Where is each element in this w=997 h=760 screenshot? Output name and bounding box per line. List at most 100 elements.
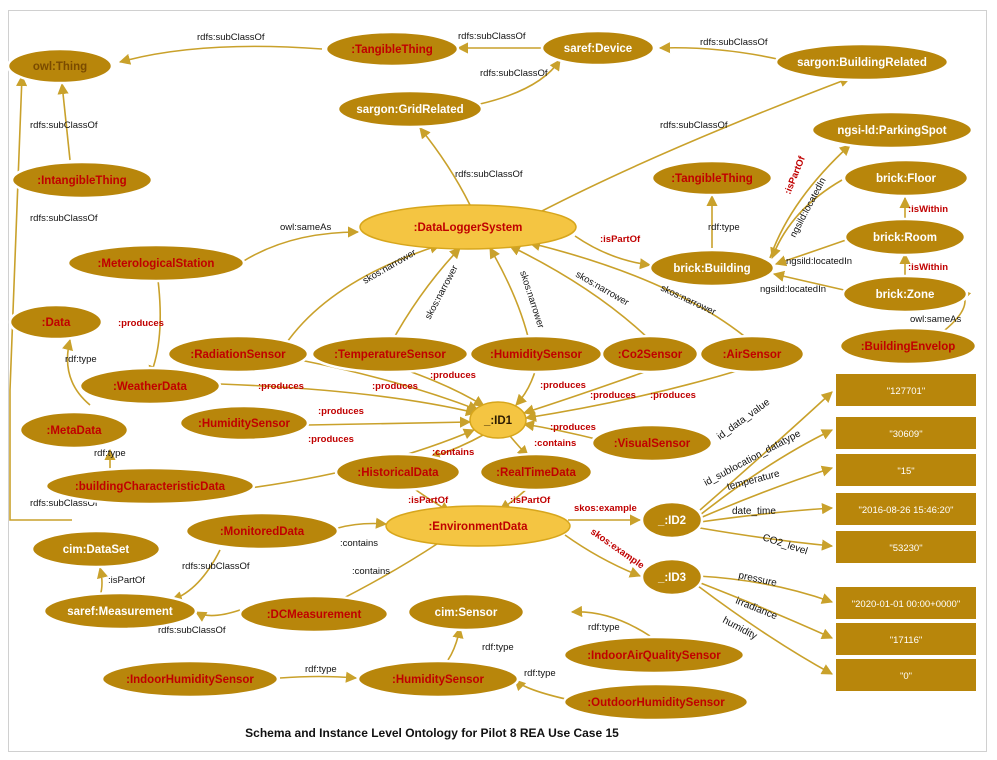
edge-radiation-produces-id1 [299,359,480,412]
node-label: :buildingCharacteristicData [75,481,226,493]
edge-label: :produces [118,318,164,329]
node-sargon-gridrelated[interactable]: sargon:GridRelated [336,89,484,129]
node-tangible-thing-1[interactable]: :TangibleThing [324,30,460,68]
edge-indooraq-type-cimsensor [570,605,651,637]
edge-label: :contains [432,447,474,458]
node-cim-dataset[interactable]: cim:DataSet [30,529,162,569]
node-weather-data[interactable]: :WeatherData [78,366,222,406]
edge-label: skos:narrower [517,270,546,330]
edge-label: skos:example [588,526,646,571]
node-label: cim:Sensor [435,607,498,619]
node-humidity-sensor-3[interactable]: :HumiditySensor [356,659,520,699]
node-label: :Co2Sensor [618,349,683,361]
edge-humidity2-produces-id1 [307,416,472,428]
node-saref-measurement[interactable]: saref:Measurement [42,591,198,631]
node-co2-sensor[interactable]: :Co2Sensor [600,334,700,374]
edge-zone-locatedin-building [772,270,845,291]
node-visual-sensor[interactable]: :VisualSensor [590,423,714,463]
edge-label: rdfs:subClassOf [158,625,226,636]
node-brick-zone[interactable]: brick:Zone [841,274,969,314]
node-humidity-sensor-1[interactable]: :HumiditySensor [468,334,604,374]
node-label: :MeterologicalStation [98,258,215,270]
node-brick-room[interactable]: brick:Room [843,217,967,257]
edge-label: ngsild:locatedIn [760,284,826,295]
node-saref-device[interactable]: saref:Device [540,29,656,67]
node-label: :IndoorAirQualitySensor [587,650,721,662]
edge-label: :produces [318,406,364,417]
literal-box[interactable]: "2020-01-01 00:00+0000" [836,587,976,619]
edge-label: :isPartOf [408,495,449,506]
node-ngsi-parkingspot[interactable]: ngsi-ld:ParkingSpot [810,110,974,150]
edge-humidity-produces-id1 [515,367,537,406]
edge-label: :isPartOf [108,575,145,586]
node-label: cim:DataSet [63,544,130,556]
edge-grid-to-device [479,59,561,105]
edge-label: CO2_level [761,532,809,557]
node-id1[interactable]: _:ID1 [469,401,527,439]
node-building-characteristic-data[interactable]: :buildingCharacteristicData [44,466,256,506]
edge-label: rdfs:subClassOf [182,561,250,572]
node-sargon-buildingrelated[interactable]: sargon:BuildingRelated [774,42,950,82]
edge-label: :isWithin [908,262,948,273]
node-tangible-thing-2[interactable]: :TangibleThing [650,159,774,197]
edge-label: :isPartOf [510,495,551,506]
literal-box[interactable]: "0" [836,659,976,691]
node-label: :IntangibleThing [37,175,126,187]
edge-id3-lit6 [697,575,834,604]
node-metadata[interactable]: :MetaData [18,410,130,450]
literal-box[interactable]: "30609" [836,417,976,449]
edge-label: :produces [590,390,636,401]
edge-label: skos:narrower [659,283,718,318]
node-intangible-thing[interactable]: :IntangibleThing [10,160,154,200]
edge-label: rdfs:subClassOf [660,120,728,131]
node-environment-data[interactable]: :EnvironmentData [385,505,571,547]
node-id2[interactable]: _:ID2 [640,500,704,540]
node-label: :DCMeasurement [267,609,362,621]
node-label: :IndoorHumiditySensor [126,674,254,686]
node-label: brick:Floor [876,173,937,185]
literal-box[interactable]: "53230" [836,531,976,563]
node-air-sensor[interactable]: :AirSensor [698,334,806,374]
edge-label: :isWithin [908,204,948,215]
edge-label: rdf:type [708,222,740,233]
edge-meteo-sameas-datalogger [241,226,360,263]
node-building-envelop[interactable]: :BuildingEnvelop [838,326,978,366]
node-label: :HumiditySensor [490,349,583,361]
node-radiation-sensor[interactable]: :RadiationSensor [166,334,310,374]
node-label: :RadiationSensor [190,349,286,361]
node-meterological-station[interactable]: :MeterologicalStation [66,243,246,283]
literal-box[interactable]: "2016-08-26 15:46:20" [836,493,976,525]
edge-id2-lit4 [699,503,834,523]
node-datalogger-system[interactable]: :DataLoggerSystem [359,204,577,250]
node-indoor-airquality-sensor[interactable]: :IndoorAirQualitySensor [562,635,746,675]
node-humidity-sensor-2[interactable]: :HumiditySensor [178,404,310,442]
edge-outdoorhum-type-humidity3 [514,679,571,701]
node-label: :VisualSensor [614,438,691,450]
literal-box[interactable]: "15" [836,454,976,486]
edge-label: :contains [352,566,390,577]
node-temperature-sensor[interactable]: :TemperatureSensor [310,334,470,374]
edge-label: date_time [732,506,776,517]
node-label: brick:Building [673,263,750,275]
edge-label: rdf:type [524,668,556,679]
node-owl-thing[interactable]: owl:Thing [6,47,114,85]
node-cim-sensor[interactable]: cim:Sensor [406,592,526,632]
node-brick-floor[interactable]: brick:Floor [842,158,970,198]
node-outdoor-humidity-sensor[interactable]: :OutdoorHumiditySensor [562,682,750,722]
edge-floor-locatedin-building [770,179,843,260]
edge-narrower-radiation [284,242,442,346]
node-monitored-data[interactable]: :MonitoredData [184,511,340,551]
node-id3[interactable]: _:ID3 [640,557,704,597]
node-dcmeasurement[interactable]: :DCMeasurement [238,594,390,634]
node-label: :TangibleThing [351,44,433,56]
edge-label: skos:narrower [423,264,461,322]
node-data[interactable]: :Data [8,303,104,341]
node-label: :Data [42,317,71,329]
node-brick-building[interactable]: brick:Building [648,248,776,288]
literal-box[interactable]: "17116" [836,623,976,655]
literal-box[interactable]: "127701" [836,374,976,406]
edge-label: skos:narrower [361,247,418,286]
node-historical-data[interactable]: :HistoricalData [334,452,462,492]
node-indoor-humidity-sensor[interactable]: :IndoorHumiditySensor [100,659,280,699]
node-realtime-data[interactable]: :RealTimeData [478,452,594,492]
